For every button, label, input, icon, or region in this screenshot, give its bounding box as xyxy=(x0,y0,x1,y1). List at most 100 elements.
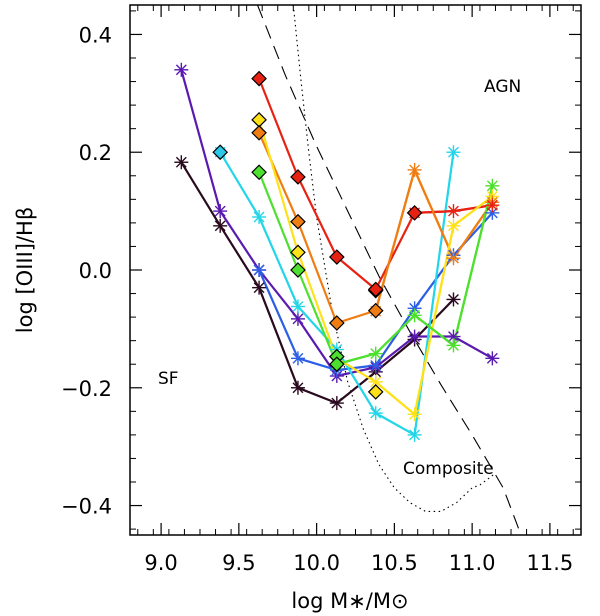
asterisk-marker xyxy=(485,198,500,213)
asterisk-stroke xyxy=(448,220,459,232)
asterisk-stroke xyxy=(370,407,382,419)
asterisk-marker xyxy=(407,308,422,323)
asterisk-marker xyxy=(252,263,267,277)
asterisk-marker xyxy=(485,178,500,193)
asterisk-marker xyxy=(407,162,422,177)
diamond-marker xyxy=(290,213,306,230)
x-tick-label: 11.5 xyxy=(527,551,574,575)
y-tick-label: −0.2 xyxy=(61,377,112,401)
diamond-marker xyxy=(251,124,267,141)
series-markers xyxy=(174,62,500,442)
asterisk-stroke xyxy=(331,397,343,409)
asterisk-marker xyxy=(446,204,461,219)
asterisk-stroke xyxy=(409,309,421,321)
asterisk-stroke xyxy=(448,339,459,351)
asterisk-stroke xyxy=(292,352,304,364)
asterisk-stroke xyxy=(409,331,421,342)
asterisk-stroke xyxy=(370,376,382,388)
asterisk-stroke xyxy=(409,429,421,441)
x-tick-label: 10.0 xyxy=(293,551,340,575)
diamond-marker xyxy=(251,164,267,181)
asterisk-stroke xyxy=(448,252,459,264)
asterisk-stroke xyxy=(409,164,421,176)
asterisk-stroke xyxy=(175,64,187,76)
x-tick-label: 10.5 xyxy=(371,551,418,575)
diamond-marker xyxy=(290,262,306,278)
asterisk-marker xyxy=(290,351,305,366)
diamond-marker xyxy=(367,384,384,400)
y-tick-label: 0.0 xyxy=(79,259,112,283)
diamond-marker xyxy=(328,356,345,373)
diamond-marker xyxy=(251,70,267,87)
diamond-marker xyxy=(328,315,345,331)
asterisk-stroke xyxy=(448,331,459,342)
asterisk-marker xyxy=(407,329,422,344)
asterisk-marker xyxy=(446,292,461,307)
asterisk-stroke xyxy=(175,156,187,168)
diamond-marker xyxy=(367,281,384,298)
asterisk-marker xyxy=(213,204,228,219)
asterisk-marker xyxy=(213,218,228,233)
asterisk-stroke xyxy=(409,408,421,420)
asterisk-marker xyxy=(485,351,500,366)
diamond-marker xyxy=(328,249,345,265)
agn-boundary-line xyxy=(256,5,520,530)
asterisk-marker xyxy=(174,62,189,77)
diamond-marker xyxy=(212,144,229,161)
asterisk-marker xyxy=(174,155,189,170)
asterisk-stroke xyxy=(253,264,265,276)
asterisk-stroke xyxy=(486,199,498,211)
axis-ticks: 9.0 9.5 10.0 10.5 11.0 11.5 −0.4 −0.2 0.0 0.2 0.4 xyxy=(61,5,581,575)
asterisk-marker xyxy=(368,406,383,421)
diamond-marker xyxy=(406,205,423,221)
asterisk-stroke xyxy=(253,282,265,294)
asterisk-stroke xyxy=(486,180,498,192)
y-tick-label: 0.4 xyxy=(79,23,112,47)
asterisk-stroke xyxy=(448,146,459,158)
y-tick-label: 0.2 xyxy=(79,141,112,165)
x-tick-label: 9.5 xyxy=(222,551,255,575)
asterisk-marker xyxy=(368,358,383,373)
diamond-marker xyxy=(290,244,306,261)
asterisk-stroke xyxy=(214,205,226,217)
composite-boundary-line xyxy=(292,5,496,512)
asterisk-marker xyxy=(252,210,267,224)
agn-label: AGN xyxy=(484,77,521,97)
diamond-marker xyxy=(251,111,267,128)
asterisk-stroke xyxy=(370,359,382,371)
asterisk-marker xyxy=(446,218,461,233)
asterisk-marker xyxy=(368,346,383,361)
asterisk-stroke xyxy=(448,205,459,217)
asterisk-stroke xyxy=(486,207,498,219)
series-line xyxy=(180,161,455,405)
diamond-marker xyxy=(367,302,384,319)
asterisk-marker xyxy=(446,251,461,266)
asterisk-marker xyxy=(252,280,267,295)
asterisk-stroke xyxy=(253,211,265,223)
classification-boundaries xyxy=(256,5,520,530)
asterisk-stroke xyxy=(292,301,304,312)
x-axis-title: log M∗/M⊙ xyxy=(291,589,408,613)
y-axis-title: log [OIII]/Hβ xyxy=(13,207,37,333)
asterisk-stroke xyxy=(292,382,304,394)
asterisk-marker xyxy=(446,145,461,160)
asterisk-stroke xyxy=(292,313,304,325)
asterisk-marker xyxy=(329,396,344,411)
asterisk-marker xyxy=(290,380,305,395)
x-tick-label: 11.0 xyxy=(449,551,496,575)
asterisk-marker xyxy=(407,407,422,422)
y-tick-label: −0.4 xyxy=(61,495,112,519)
asterisk-marker xyxy=(290,299,305,314)
asterisk-marker xyxy=(290,311,305,326)
asterisk-stroke xyxy=(486,352,498,364)
asterisk-stroke xyxy=(370,348,382,360)
asterisk-stroke xyxy=(448,293,459,305)
x-tick-label: 9.0 xyxy=(144,551,177,575)
asterisk-marker xyxy=(446,338,461,353)
asterisk-stroke xyxy=(214,220,226,232)
sf-label: SF xyxy=(158,369,179,389)
composite-label: Composite xyxy=(403,459,494,479)
asterisk-marker xyxy=(407,427,422,442)
diamond-marker xyxy=(290,169,306,185)
